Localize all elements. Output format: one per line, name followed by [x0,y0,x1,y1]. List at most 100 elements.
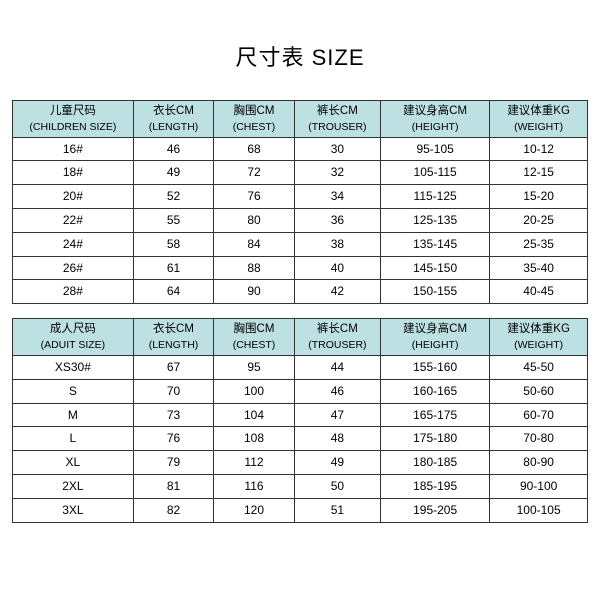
children-cell: 10-12 [490,137,588,161]
children-cell: 20# [13,185,134,209]
adult-cell: S [13,379,134,403]
adult-cell: 175-180 [381,427,490,451]
children-cell: 20-25 [490,209,588,233]
adult-cell: 104 [214,403,295,427]
table-row: S7010046160-16550-60 [13,379,588,403]
adult-col-4-label-cn: 建议身高CM [383,322,487,338]
children-cell: 90 [214,280,295,304]
children-cell: 52 [133,185,214,209]
adult-cell: 100 [214,379,295,403]
children-cell: 46 [133,137,214,161]
adult-cell: 100-105 [490,498,588,522]
adult-col-4-label-en: (HEIGHT) [383,338,487,352]
children-cell: 125-135 [381,209,490,233]
children-cell: 34 [294,185,380,209]
adult-cell: 90-100 [490,474,588,498]
adult-cell: XL [13,451,134,475]
adult-col-0: 成人尺码(ADUIT SIZE) [13,319,134,356]
adult-col-3-label-en: (TROUSER) [297,338,378,352]
children-cell: 72 [214,161,295,185]
adult-size-table: 成人尺码(ADUIT SIZE)衣长CM(LENGTH)胸围CM(CHEST)裤… [12,318,588,522]
adult-cell: 155-160 [381,355,490,379]
children-cell: 15-20 [490,185,588,209]
children-col-4-label-en: (HEIGHT) [383,120,487,134]
children-cell: 58 [133,232,214,256]
table-row: 3XL8212051195-205100-105 [13,498,588,522]
table-row: L7610848175-18070-80 [13,427,588,451]
adult-col-5-label-en: (WEIGHT) [492,338,585,352]
children-cell: 40 [294,256,380,280]
adult-cell: 76 [133,427,214,451]
adult-cell: 80-90 [490,451,588,475]
adult-cell: 46 [294,379,380,403]
children-cell: 18# [13,161,134,185]
children-cell: 49 [133,161,214,185]
table-row: 20#527634115-12515-20 [13,185,588,209]
table-row: 2XL8111650185-19590-100 [13,474,588,498]
adult-cell: 60-70 [490,403,588,427]
children-col-2-label-cn: 胸围CM [216,104,292,120]
adult-cell: 165-175 [381,403,490,427]
adult-col-2-label-cn: 胸围CM [216,322,292,338]
children-cell: 80 [214,209,295,233]
adult-cell: 44 [294,355,380,379]
adult-col-1-label-cn: 衣长CM [136,322,212,338]
adult-col-3-label-cn: 裤长CM [297,322,378,338]
adult-col-0-label-cn: 成人尺码 [15,322,131,338]
children-cell: 12-15 [490,161,588,185]
children-cell: 40-45 [490,280,588,304]
adult-cell: 47 [294,403,380,427]
children-cell: 64 [133,280,214,304]
adult-col-1: 衣长CM(LENGTH) [133,319,214,356]
children-col-3: 裤长CM(TROUSER) [294,101,380,138]
adult-cell: 95 [214,355,295,379]
children-col-3-label-en: (TROUSER) [297,120,378,134]
children-col-1-label-en: (LENGTH) [136,120,212,134]
adult-cell: 79 [133,451,214,475]
children-cell: 95-105 [381,137,490,161]
size-chart-page: 尺寸表 SIZE 儿童尺码(CHILDREN SIZE)衣长CM(LENGTH)… [0,0,600,523]
adult-col-5-label-cn: 建议体重KG [492,322,585,338]
adult-col-3: 裤长CM(TROUSER) [294,319,380,356]
adult-cell: 112 [214,451,295,475]
table-row: XS30#679544155-16045-50 [13,355,588,379]
children-col-4-label-cn: 建议身高CM [383,104,487,120]
children-cell: 35-40 [490,256,588,280]
adult-cell: 82 [133,498,214,522]
adult-col-2: 胸围CM(CHEST) [214,319,295,356]
adult-cell: 120 [214,498,295,522]
adult-cell: 2XL [13,474,134,498]
children-col-2: 胸围CM(CHEST) [214,101,295,138]
adult-cell: 70 [133,379,214,403]
adult-cell: M [13,403,134,427]
adult-cell: L [13,427,134,451]
children-table-body: 16#46683095-10510-1218#497232105-11512-1… [13,137,588,304]
adult-cell: 81 [133,474,214,498]
children-cell: 26# [13,256,134,280]
table-row: 26#618840145-15035-40 [13,256,588,280]
children-cell: 88 [214,256,295,280]
table-row: 24#588438135-14525-35 [13,232,588,256]
children-cell: 32 [294,161,380,185]
adult-cell: 195-205 [381,498,490,522]
table-row: 22#558036125-13520-25 [13,209,588,233]
children-col-4: 建议身高CM(HEIGHT) [381,101,490,138]
adult-col-2-label-en: (CHEST) [216,338,292,352]
adult-table-head: 成人尺码(ADUIT SIZE)衣长CM(LENGTH)胸围CM(CHEST)裤… [13,319,588,356]
children-col-5-label-cn: 建议体重KG [492,104,585,120]
adult-cell: 49 [294,451,380,475]
adult-table-body: XS30#679544155-16045-50S7010046160-16550… [13,355,588,522]
children-cell: 76 [214,185,295,209]
children-col-1-label-cn: 衣长CM [136,104,212,120]
table-row: 28#649042150-15540-45 [13,280,588,304]
adult-cell: XS30# [13,355,134,379]
table-row: 18#497232105-11512-15 [13,161,588,185]
table-row: M7310447165-17560-70 [13,403,588,427]
children-cell: 16# [13,137,134,161]
children-cell: 38 [294,232,380,256]
children-cell: 42 [294,280,380,304]
children-size-table: 儿童尺码(CHILDREN SIZE)衣长CM(LENGTH)胸围CM(CHES… [12,100,588,304]
children-cell: 30 [294,137,380,161]
adult-cell: 50-60 [490,379,588,403]
children-cell: 84 [214,232,295,256]
